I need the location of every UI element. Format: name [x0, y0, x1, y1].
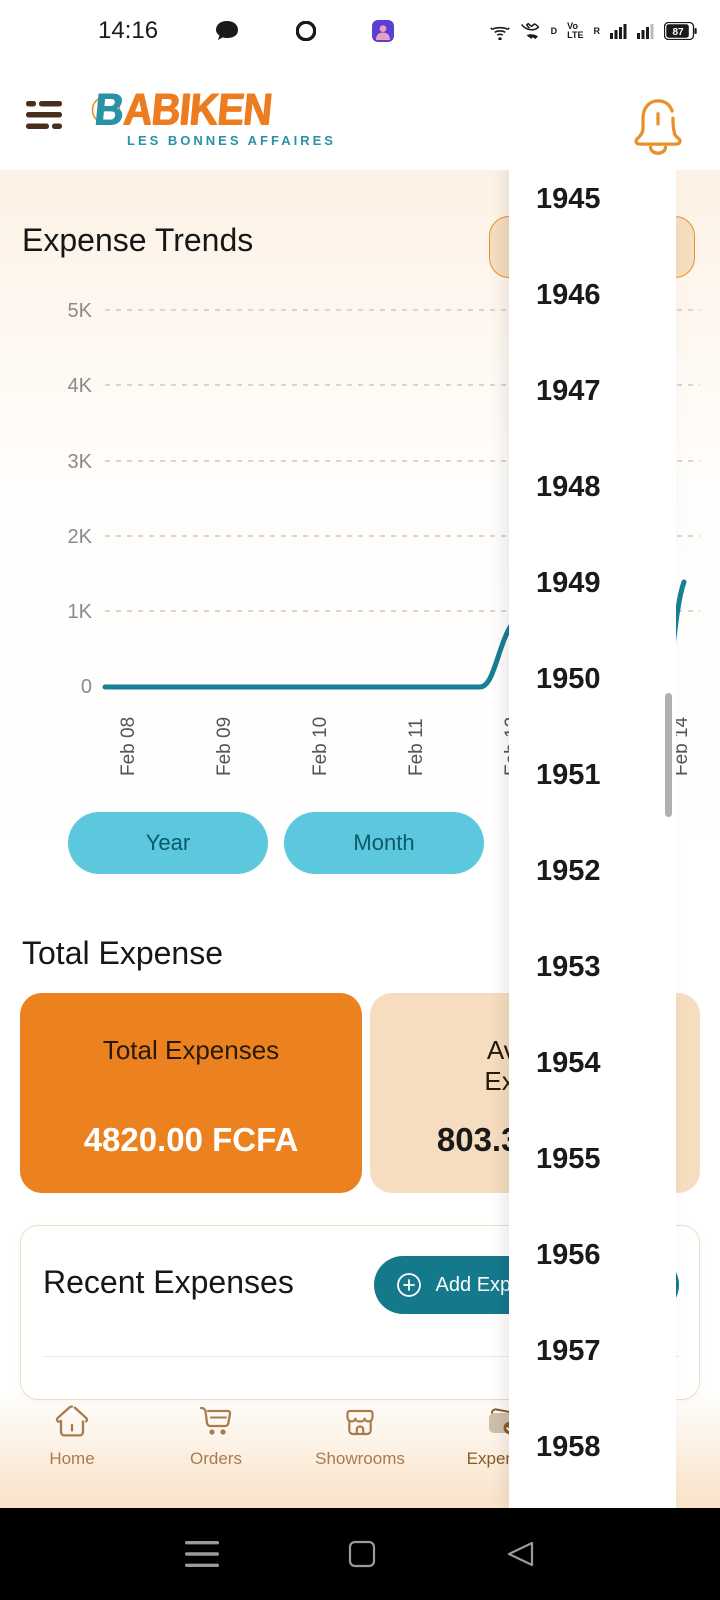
svg-text:87: 87 [672, 27, 684, 38]
svg-text:2K: 2K [68, 526, 93, 548]
svg-text:4K: 4K [68, 375, 93, 397]
svg-text:0: 0 [81, 676, 92, 698]
svg-text:1K: 1K [68, 601, 93, 623]
svg-text:5K: 5K [68, 300, 93, 322]
svg-text:3K: 3K [68, 451, 93, 473]
